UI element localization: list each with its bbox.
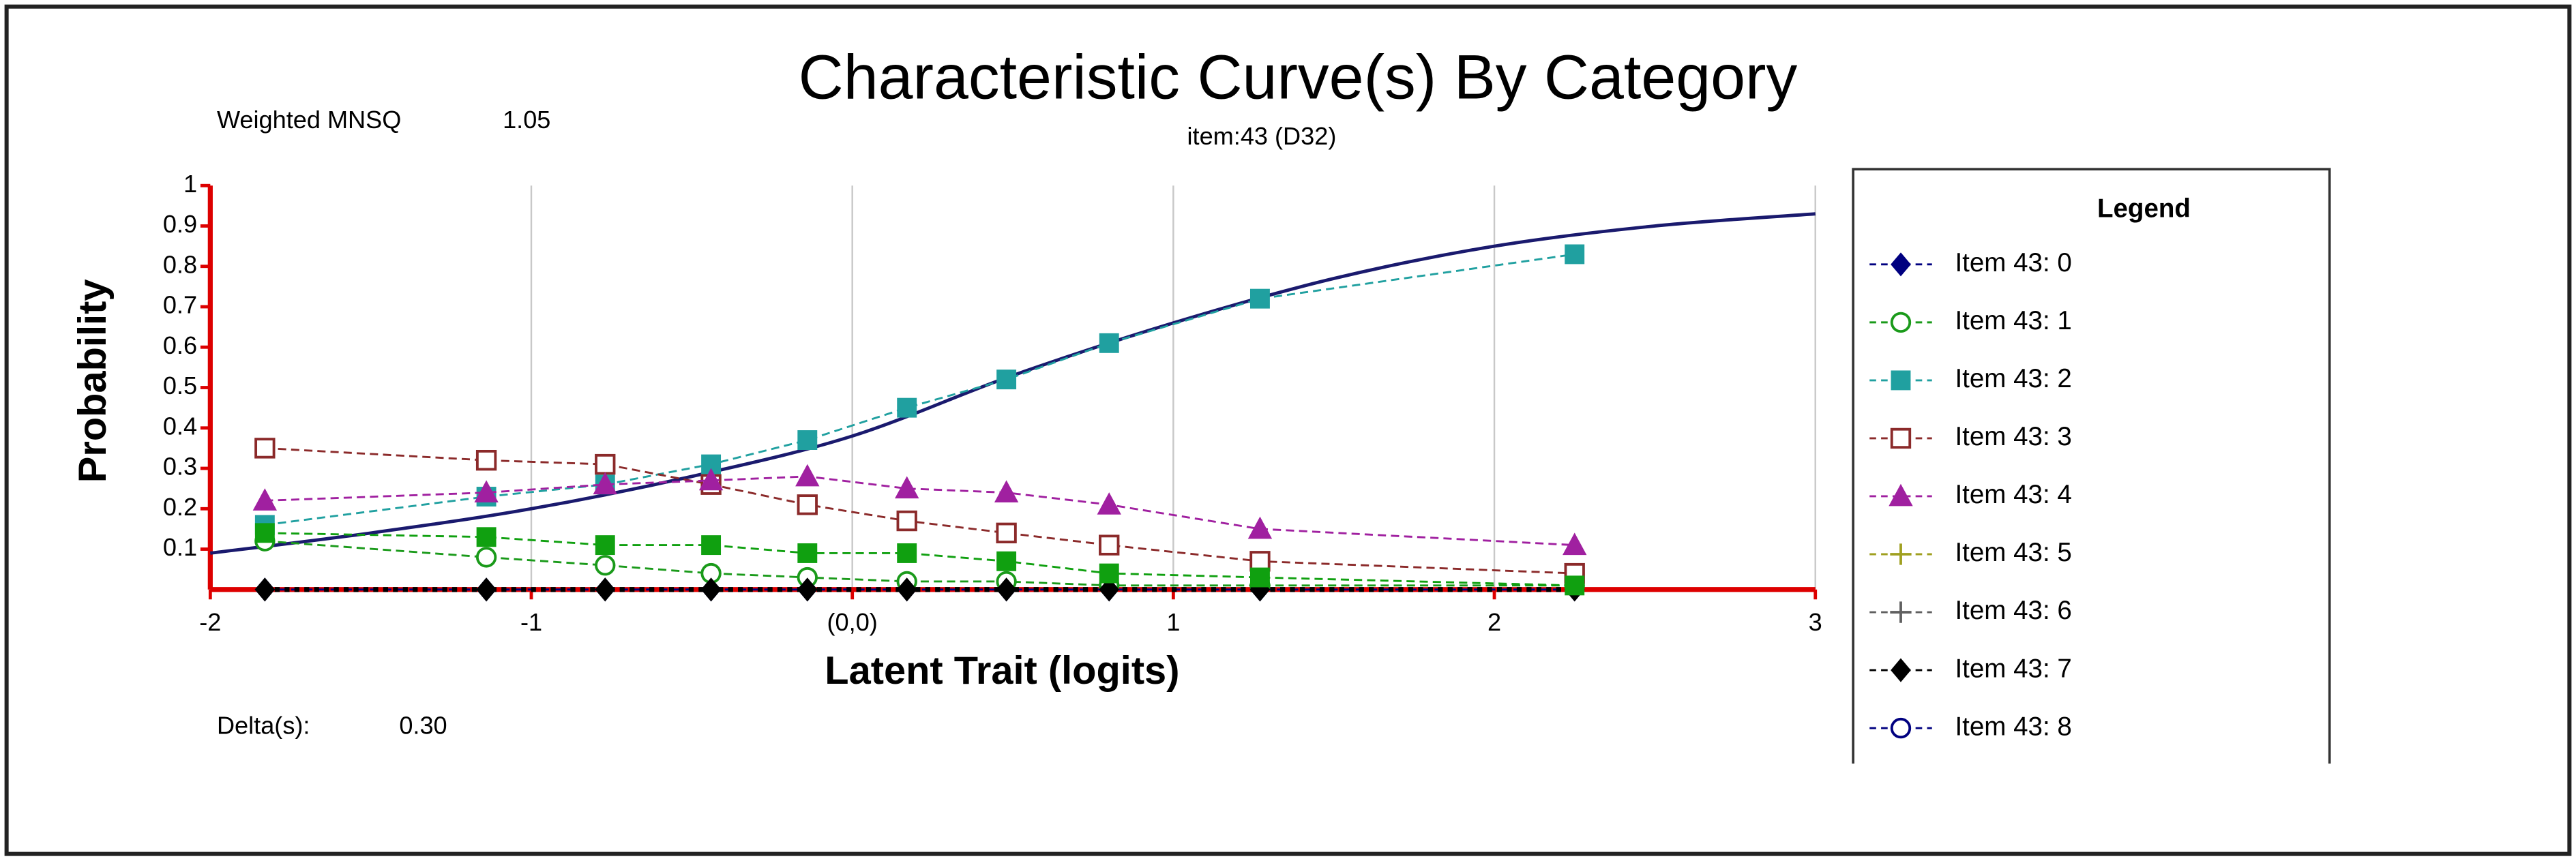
data-point [1249,288,1270,309]
stat-label: Delta(s): [217,712,310,740]
data-point [1249,567,1270,588]
x-tick-label: 1 [1166,608,1180,636]
data-point [996,369,1017,390]
legend-label: Item 43: 2 [1955,364,2071,393]
y-tick-label: 0.9 [163,210,197,238]
y-tick-label: 0.4 [163,412,197,440]
data-point [252,488,278,511]
legend-marker [1890,543,1912,565]
legend-label: Item 43: 1 [1955,306,2071,335]
data-point [254,577,276,602]
data-point [474,480,499,503]
legend-marker [1891,658,1911,682]
data-point [797,430,818,450]
y-tick-label: 0.6 [163,331,197,359]
data-point [254,438,276,459]
data-point [797,494,818,515]
stat-value: 0.30 [399,712,447,740]
y-tick-label: 1 [183,170,197,198]
series-line [265,532,1575,587]
x-tick-label: -2 [199,608,221,636]
y-tick-label: 0.2 [163,493,197,521]
data-point [996,551,1017,571]
data-point [897,397,917,418]
legend-label: Item 43: 5 [1955,538,2071,567]
y-tick-label: 0.8 [163,250,197,278]
data-point [1565,244,1585,265]
data-point [701,535,722,556]
y-tick-label: 0.1 [163,533,197,561]
data-point [1247,516,1273,539]
series-line [265,447,1575,575]
data-point [1099,577,1120,602]
data-point [797,577,818,602]
data-point [595,577,616,602]
legend-marker [1890,312,1912,333]
data-point [896,577,917,602]
series-line [265,540,1575,587]
x-axis-label: Latent Trait (logits) [825,649,1179,693]
data-point [476,527,497,547]
x-tick-label: (0,0) [827,608,878,636]
data-point [996,577,1017,602]
x-tick-label: -1 [520,608,542,636]
chart-title: Characteristic Curve(s) By Category [799,43,1798,112]
legend-label: Item 43: 8 [1955,712,2071,741]
stat-label: Weighted MNSQ [217,106,401,134]
data-point [700,577,722,602]
data-point [595,555,616,576]
data-point [595,535,615,556]
data-point [896,510,917,532]
legend-marker [1891,370,1911,391]
data-point [475,547,497,568]
legend-label: Item 43: 4 [1955,480,2071,509]
data-point [476,577,497,602]
data-point [994,480,1019,503]
data-point [595,453,616,475]
y-tick-label: 0.3 [163,453,197,481]
y-tick-label: 0.5 [163,372,197,399]
legend-marker [1890,427,1912,449]
data-point [254,523,275,543]
legend-label: Item 43: 6 [1955,596,2071,625]
data-point [1099,333,1119,353]
data-point [1097,492,1121,515]
data-point [797,543,818,563]
legend-label: Item 43: 7 [1955,654,2071,683]
legend-label: Item 43: 0 [1955,248,2071,277]
legend-marker [1889,483,1913,507]
data-point [698,468,724,491]
legend-marker [1891,252,1911,277]
data-point [1563,532,1587,556]
data-point [475,449,497,471]
y-axis-label: Probability [71,280,115,483]
legend-label: Item 43: 3 [1955,422,2071,451]
x-tick-label: 3 [1809,608,1822,636]
legend-marker [1890,601,1912,623]
data-point [996,522,1017,544]
y-tick-label: 0.7 [163,291,197,319]
data-point [895,476,919,499]
data-point [1099,563,1119,584]
data-point [795,464,820,487]
stat-value: 1.05 [503,106,550,134]
legend-marker [1890,717,1912,739]
legend-box [1852,168,2331,764]
legend-title: Legend [2097,194,2191,224]
data-point [1565,575,1585,596]
data-point [1099,534,1120,556]
data-point [593,472,617,495]
x-tick-label: 2 [1487,608,1501,636]
series-line [265,253,1575,526]
series-line [265,475,1575,547]
data-point [897,543,917,563]
subtitle: item:43 (D32) [1187,122,1337,150]
